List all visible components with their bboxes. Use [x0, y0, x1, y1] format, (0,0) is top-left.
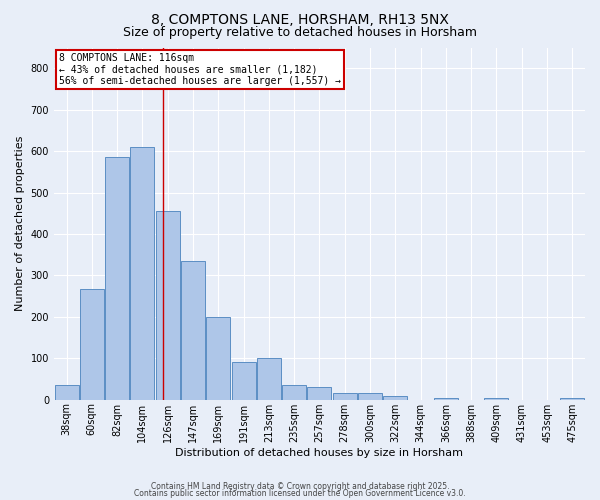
Bar: [80, 288, 104, 400]
Bar: [55, 385, 79, 400]
Text: 8 COMPTONS LANE: 116sqm
← 43% of detached houses are smaller (1,182)
56% of semi: 8 COMPTONS LANE: 116sqm ← 43% of detache…: [59, 53, 341, 86]
Bar: [484, 398, 508, 400]
Y-axis label: Number of detached properties: Number of detached properties: [15, 136, 25, 312]
Bar: [181, 261, 205, 400]
X-axis label: Distribution of detached houses by size in Horsham: Distribution of detached houses by size …: [175, 448, 463, 458]
Bar: [282, 385, 306, 400]
Bar: [130, 147, 154, 400]
Text: Contains HM Land Registry data © Crown copyright and database right 2025.: Contains HM Land Registry data © Crown c…: [151, 482, 449, 491]
Text: Contains public sector information licensed under the Open Government Licence v3: Contains public sector information licen…: [134, 490, 466, 498]
Bar: [105, 158, 129, 400]
Bar: [206, 317, 230, 400]
Bar: [156, 211, 180, 400]
Text: Size of property relative to detached houses in Horsham: Size of property relative to detached ho…: [123, 26, 477, 39]
Bar: [307, 387, 331, 400]
Bar: [383, 396, 407, 400]
Bar: [358, 394, 382, 400]
Bar: [560, 398, 584, 400]
Text: 8, COMPTONS LANE, HORSHAM, RH13 5NX: 8, COMPTONS LANE, HORSHAM, RH13 5NX: [151, 12, 449, 26]
Bar: [434, 398, 458, 400]
Bar: [232, 362, 256, 400]
Bar: [333, 394, 357, 400]
Bar: [257, 358, 281, 400]
